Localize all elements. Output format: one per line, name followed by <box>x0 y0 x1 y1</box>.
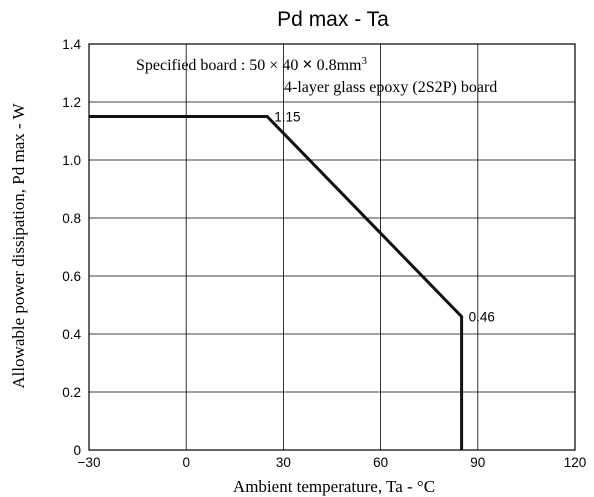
series-line <box>89 115 464 450</box>
x-tick-label: −30 <box>78 455 101 470</box>
plot-frame <box>88 43 576 451</box>
data-label: 1.15 <box>274 110 300 125</box>
x-tick-labels: −30 0 30 60 90 120 <box>78 455 587 470</box>
grid-lines <box>88 43 576 451</box>
annotation-line-1-prefix: Specified board : 50 × 40 <box>136 57 302 74</box>
annotation-line-1-sup: 3 <box>361 55 367 67</box>
data-labels: 1.15 0.46 <box>274 110 495 325</box>
y-tick-label: 0 <box>73 443 81 458</box>
x-tick-label: 0 <box>182 455 190 470</box>
chart-title: Pd max - Ta <box>277 8 389 31</box>
y-tick-label: 0.6 <box>62 269 81 284</box>
y-tick-label: 1.4 <box>62 37 81 52</box>
y-tick-label: 0.4 <box>62 327 81 342</box>
annotation-line-1-cross: × <box>302 54 312 74</box>
board-annotation: Specified board : 50 × 40 × 0.8mm3 4-lay… <box>136 54 497 96</box>
y-tick-label: 0.8 <box>62 211 81 226</box>
x-tick-label: 90 <box>470 455 485 470</box>
x-axis-label: Ambient temperature, Ta - °C <box>233 477 435 496</box>
x-tick-label: 120 <box>564 455 587 470</box>
x-tick-label: 60 <box>373 455 388 470</box>
y-tick-label: 0.2 <box>62 385 81 400</box>
y-axis-label: Allowable power dissipation, Pd max - W <box>9 102 28 388</box>
series-group <box>89 115 464 450</box>
y-tick-labels: 0 0.2 0.4 0.6 0.8 1.0 1.2 1.4 <box>62 37 81 458</box>
y-tick-label: 1.2 <box>62 95 81 110</box>
annotation-line-1-dim: 0.8mm <box>313 57 362 74</box>
x-tick-label: 30 <box>276 455 291 470</box>
data-label: 0.46 <box>469 310 495 325</box>
annotation-line-2: 4-layer glass epoxy (2S2P) board <box>284 79 497 96</box>
annotation-line-1: Specified board : 50 × 40 × 0.8mm3 <box>136 54 367 74</box>
y-tick-label: 1.0 <box>62 153 81 168</box>
